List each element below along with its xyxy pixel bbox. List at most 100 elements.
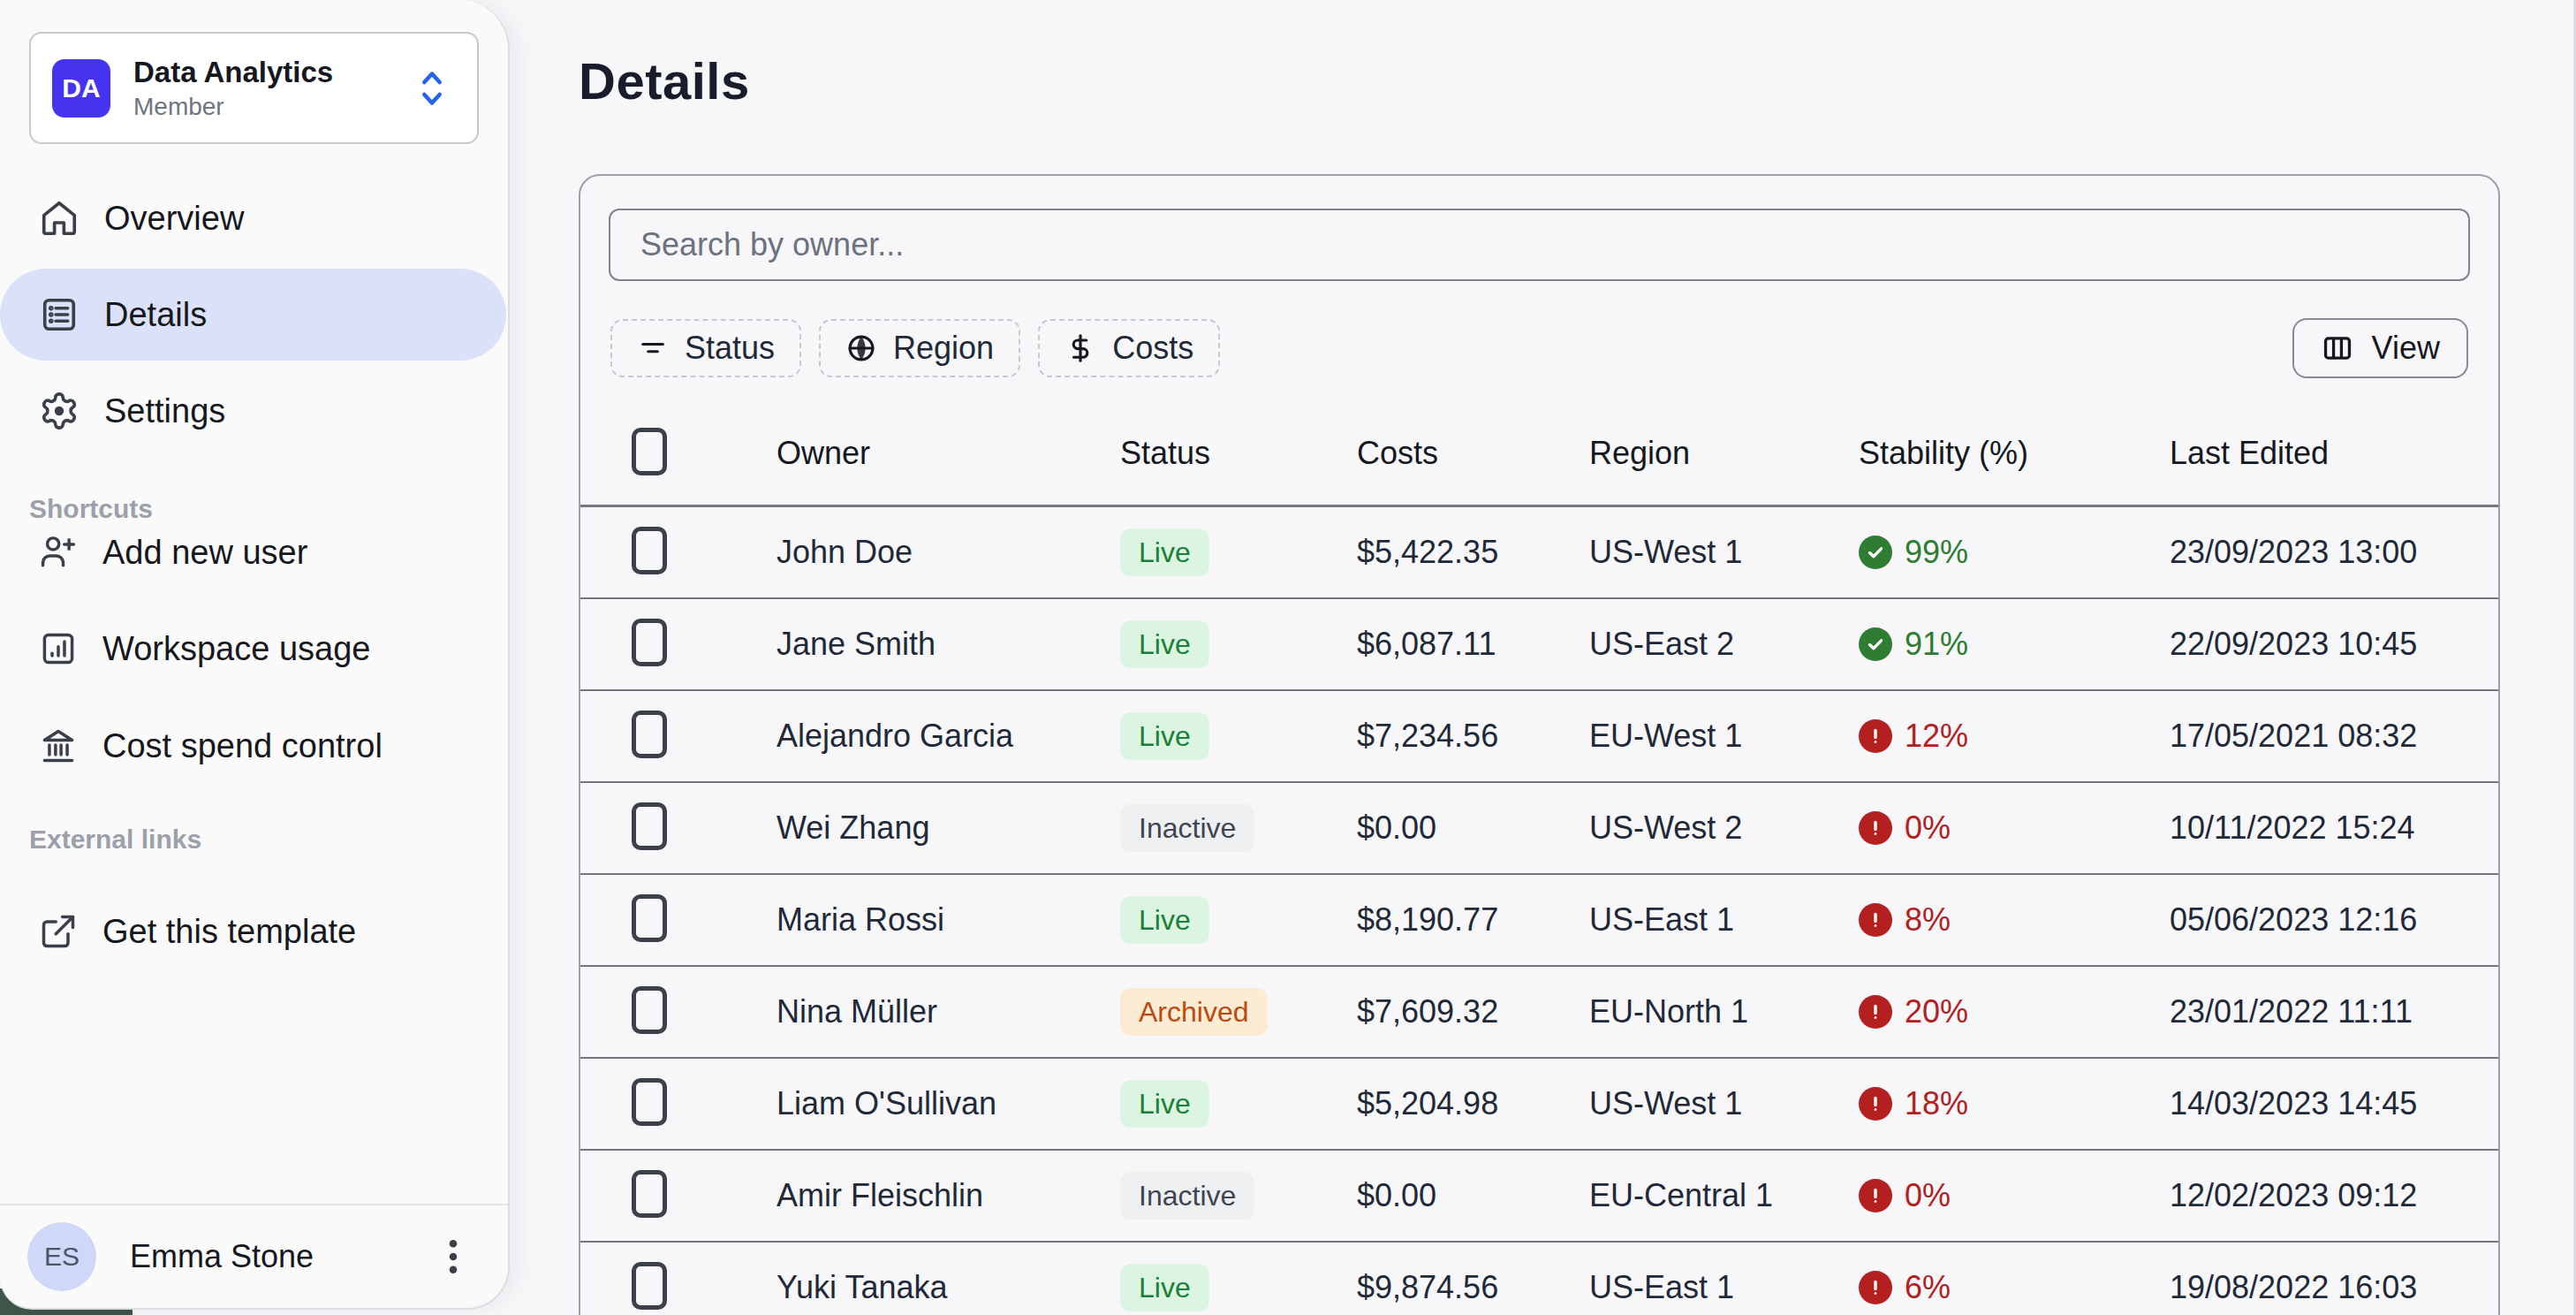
user-name: Emma Stone <box>130 1238 436 1275</box>
dollar-icon <box>1064 332 1096 364</box>
select-all-checkbox[interactable] <box>632 428 667 475</box>
cell-last-edited: 23/01/2022 11:11 <box>2170 993 2498 1030</box>
sidebar-item-get-this-template[interactable]: Get this template <box>0 903 508 960</box>
filter-region-button[interactable]: Region <box>819 319 1020 377</box>
stability-value: 6% <box>1905 1269 1951 1306</box>
sidebar-item-cost-spend-control[interactable]: Cost spend control <box>0 718 508 774</box>
table-row[interactable]: John Doe Live $5,422.35 US-West 1 99% 23… <box>580 507 2498 599</box>
sidebar-footer: ES Emma Stone <box>0 1204 508 1308</box>
stability-value: 91% <box>1905 626 1968 663</box>
table-row[interactable]: Maria Rossi Live $8,190.77 US-East 1 8% … <box>580 875 2498 967</box>
row-checkbox[interactable] <box>632 894 667 942</box>
status-badge: Live <box>1120 896 1209 944</box>
sidebar-item-label: Get this template <box>102 913 356 951</box>
row-checkbox[interactable] <box>632 711 667 758</box>
column-header-region[interactable]: Region <box>1589 435 1859 472</box>
cell-last-edited: 23/09/2023 13:00 <box>2170 534 2498 571</box>
table-row[interactable]: Amir Fleischlin Inactive $0.00 EU-Centra… <box>580 1151 2498 1243</box>
view-button[interactable]: View <box>2292 318 2468 378</box>
status-badge: Inactive <box>1120 804 1254 852</box>
view-label: View <box>2372 330 2440 367</box>
cell-stability: 91% <box>1859 626 2170 663</box>
status-badge: Archived <box>1120 988 1268 1036</box>
stability-status-icon <box>1859 536 1892 569</box>
row-checkbox[interactable] <box>632 802 667 850</box>
filter-status-button[interactable]: Status <box>610 319 801 377</box>
sidebar-item-overview[interactable]: Overview <box>0 172 506 264</box>
column-header-last-edited[interactable]: Last Edited <box>2170 435 2498 472</box>
row-checkbox[interactable] <box>632 1078 667 1126</box>
cell-last-edited: 10/11/2022 15:24 <box>2170 810 2498 847</box>
table-row[interactable]: Wei Zhang Inactive $0.00 US-West 2 0% 10… <box>580 783 2498 875</box>
stability-status-icon <box>1859 1179 1892 1212</box>
filter-label: Region <box>893 330 994 367</box>
cell-costs: $0.00 <box>1357 1177 1589 1214</box>
cell-last-edited: 14/03/2023 14:45 <box>2170 1085 2498 1122</box>
table-row[interactable]: Alejandro Garcia Live $7,234.56 EU-West … <box>580 691 2498 783</box>
search-input[interactable] <box>609 209 2470 281</box>
cell-region: US-East 2 <box>1589 626 1859 663</box>
exclamation-icon <box>1865 1277 1886 1298</box>
chevron-up-down-icon[interactable] <box>413 65 451 111</box>
cell-costs: $7,234.56 <box>1357 718 1589 755</box>
columns-icon <box>2321 331 2354 365</box>
sidebar-item-add-new-user[interactable]: Add new user <box>0 524 508 581</box>
row-checkbox[interactable] <box>632 1262 667 1310</box>
cell-region: EU-West 1 <box>1589 718 1859 755</box>
stability-status-icon <box>1859 719 1892 753</box>
table-row[interactable]: Liam O'Sullivan Live $5,204.98 US-West 1… <box>580 1059 2498 1151</box>
filter-costs-button[interactable]: Costs <box>1038 319 1220 377</box>
column-header-owner[interactable]: Owner <box>777 435 1120 472</box>
stability-value: 8% <box>1905 901 1951 939</box>
stability-status-icon <box>1859 1087 1892 1121</box>
sidebar-item-settings[interactable]: Settings <box>0 365 506 457</box>
globe-icon <box>845 332 877 364</box>
cell-last-edited: 12/02/2023 09:12 <box>2170 1177 2498 1214</box>
cell-last-edited: 05/06/2023 12:16 <box>2170 901 2498 939</box>
exclamation-icon <box>1865 817 1886 839</box>
table-row[interactable]: Nina Müller Archived $7,609.32 EU-North … <box>580 967 2498 1059</box>
cell-stability: 8% <box>1859 901 2170 939</box>
column-header-status[interactable]: Status <box>1120 435 1357 472</box>
workspace-switcher[interactable]: DA Data Analytics Member <box>29 32 479 144</box>
user-plus-icon <box>39 533 78 572</box>
cell-region: US-West 2 <box>1589 810 1859 847</box>
stability-status-icon <box>1859 811 1892 845</box>
stability-value: 0% <box>1905 1177 1951 1214</box>
cell-stability: 20% <box>1859 993 2170 1030</box>
row-checkbox[interactable] <box>632 986 667 1034</box>
table-row[interactable]: Yuki Tanaka Live $9,874.56 US-East 1 6% … <box>580 1243 2498 1315</box>
cell-stability: 0% <box>1859 810 2170 847</box>
table-row[interactable]: Jane Smith Live $6,087.11 US-East 2 91% … <box>580 599 2498 691</box>
row-checkbox[interactable] <box>632 1170 667 1218</box>
cell-last-edited: 17/05/2021 08:32 <box>2170 718 2498 755</box>
sidebar-item-details[interactable]: Details <box>0 269 506 361</box>
filter-label: Status <box>685 330 775 367</box>
sidebar-item-workspace-usage[interactable]: Workspace usage <box>0 620 508 677</box>
cell-costs: $5,422.35 <box>1357 534 1589 571</box>
status-badge: Live <box>1120 620 1209 668</box>
details-list-icon <box>39 294 80 335</box>
row-checkbox[interactable] <box>632 619 667 666</box>
cell-region: US-East 1 <box>1589 901 1859 939</box>
workspace-name: Data Analytics <box>133 55 413 90</box>
home-icon <box>39 198 80 239</box>
cell-owner: Wei Zhang <box>777 810 1120 847</box>
column-header-costs[interactable]: Costs <box>1357 435 1589 472</box>
cell-stability: 0% <box>1859 1177 2170 1214</box>
cell-region: US-East 1 <box>1589 1269 1859 1306</box>
exclamation-icon <box>1865 726 1886 747</box>
gear-icon <box>39 391 80 431</box>
stability-value: 12% <box>1905 718 1968 755</box>
bank-icon <box>39 726 78 765</box>
cell-costs: $6,087.11 <box>1357 626 1589 663</box>
kebab-menu-icon[interactable] <box>436 1232 471 1281</box>
details-card: Status Region Costs <box>579 174 2500 1315</box>
column-header-stability[interactable]: Stability (%) <box>1859 435 2170 472</box>
cell-owner: Nina Müller <box>777 993 1120 1030</box>
cell-region: EU-North 1 <box>1589 993 1859 1030</box>
cell-owner: Maria Rossi <box>777 901 1120 939</box>
row-checkbox[interactable] <box>632 527 667 574</box>
workspace-role: Member <box>133 93 413 121</box>
sidebar: DA Data Analytics Member Overview <box>0 0 510 1310</box>
